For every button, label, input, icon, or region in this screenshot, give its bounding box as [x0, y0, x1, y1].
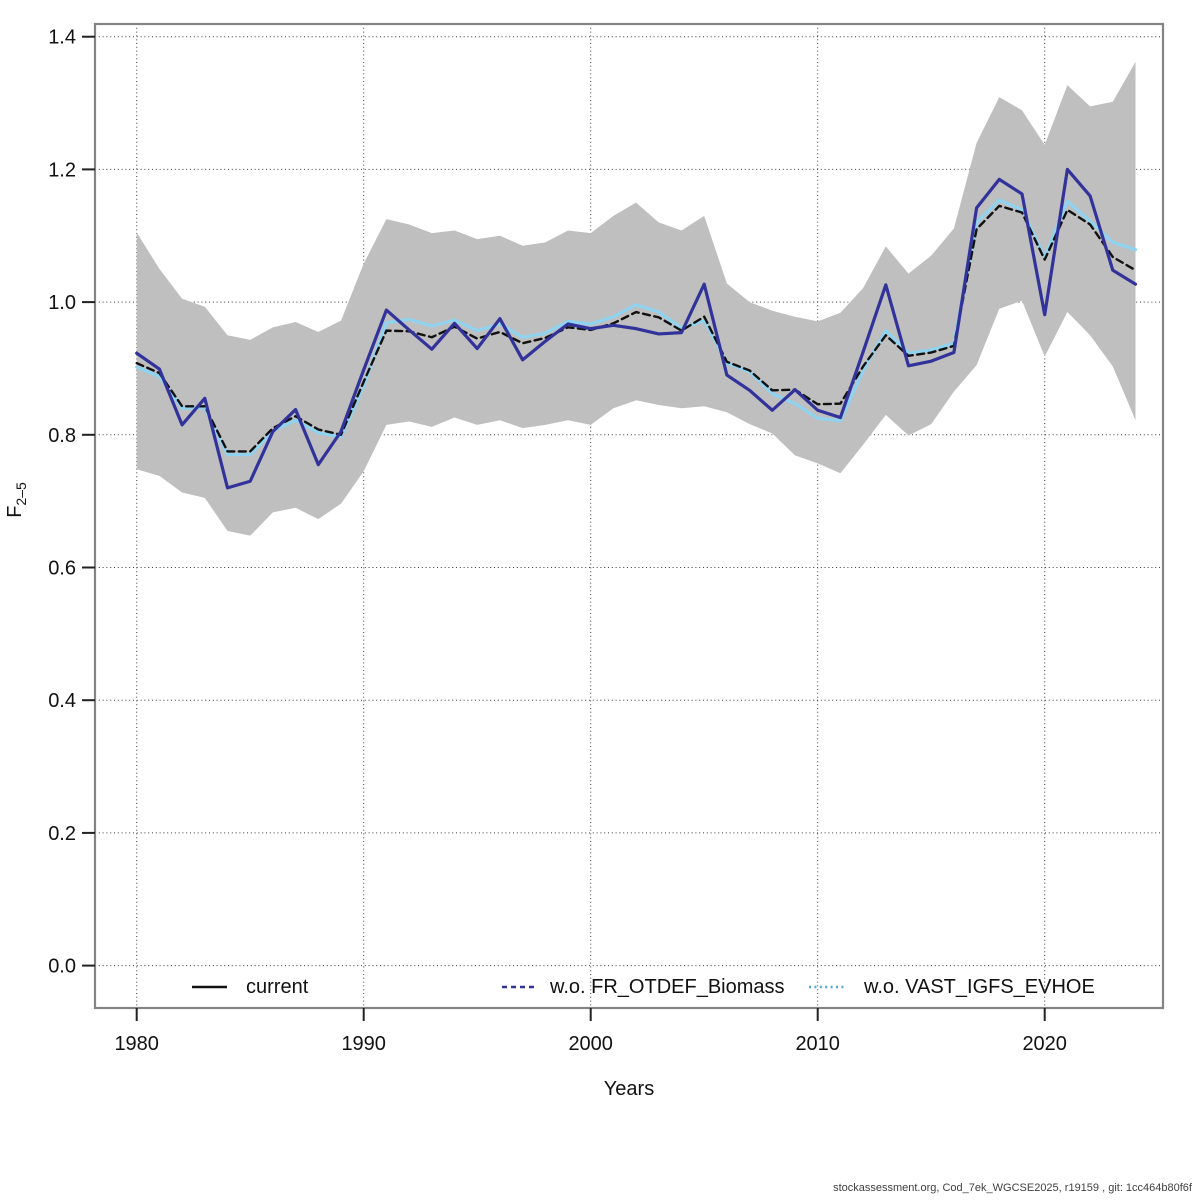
series-line-current [135, 204, 1137, 453]
y-tick-label: 0.0 [48, 956, 76, 978]
y-tick-label: 1.4 [48, 27, 76, 49]
y-tick-label: 0.2 [48, 823, 76, 845]
x-tick-label: 2010 [795, 1033, 840, 1055]
x-axis-title: Years [603, 1078, 655, 1100]
x-tick-label: 1980 [114, 1033, 159, 1055]
y-tick-label: 1.2 [48, 159, 76, 181]
plot-frame [93, 22, 1165, 1010]
x-tick-label: 1990 [341, 1033, 386, 1055]
x-tick-label: 2000 [568, 1033, 613, 1055]
x-tick-label: 2020 [1022, 1033, 1067, 1055]
y-axis-title: F2–5 [4, 460, 29, 540]
y-tick-label: 0.8 [48, 425, 76, 447]
legend-label-wo-vast-igfs-evhoe: w.o. VAST_IGFS_EVHOE [864, 976, 1095, 998]
y-axis-title-main: F [4, 505, 26, 518]
confidence-band [136, 61, 1136, 536]
legend-label-wo-fr-otdef-biomass: w.o. FR_OTDEF_Biomass [550, 976, 785, 998]
legend-label-current: current [246, 976, 309, 998]
y-axis-title-subscript: 2–5 [13, 482, 29, 506]
y-tick-label: 0.4 [48, 690, 76, 712]
y-tick-label: 1.0 [48, 292, 76, 314]
series-line-wo-fr-otdef-biomass [135, 167, 1138, 490]
plot-attribution-text: stockassessment.org, Cod_7ek_WGCSE2025, … [833, 1182, 1192, 1194]
y-tick-label: 0.6 [48, 558, 76, 580]
